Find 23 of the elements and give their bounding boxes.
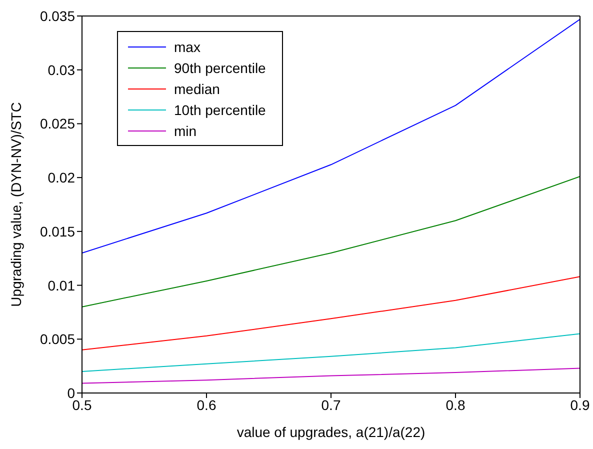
y-tick-label: 0.03 (48, 62, 76, 78)
x-axis-title: value of upgrades, a(21)/a(22) (236, 424, 426, 440)
legend-label: min (174, 122, 197, 138)
y-tick-label: 0.025 (40, 116, 76, 132)
line-series (82, 333, 580, 372)
legend-label: max (174, 38, 200, 54)
legend-label: 10th percentile (174, 102, 266, 118)
x-tick-label: 0.9 (570, 396, 590, 413)
y-tick-label: 0.015 (40, 223, 76, 240)
y-tick-label: 0.005 (40, 331, 76, 348)
legend-label: 90th percentile (174, 60, 266, 76)
line-series (82, 276, 580, 350)
line-series (82, 18, 580, 254)
x-tick-label: 0.6 (196, 396, 216, 413)
y-axis-title: Upgrading value, (DYN-NV)/STC (8, 102, 24, 307)
y-tick-label: 0.035 (40, 8, 76, 24)
x-tick-label: 0.7 (321, 396, 341, 413)
line-series (82, 176, 580, 308)
x-tick-label: 0.8 (446, 396, 466, 413)
y-tick-label: 0.02 (48, 170, 76, 186)
y-tick-label: 0.01 (48, 277, 76, 294)
legend-label: median (174, 80, 220, 96)
line-series (82, 368, 580, 384)
